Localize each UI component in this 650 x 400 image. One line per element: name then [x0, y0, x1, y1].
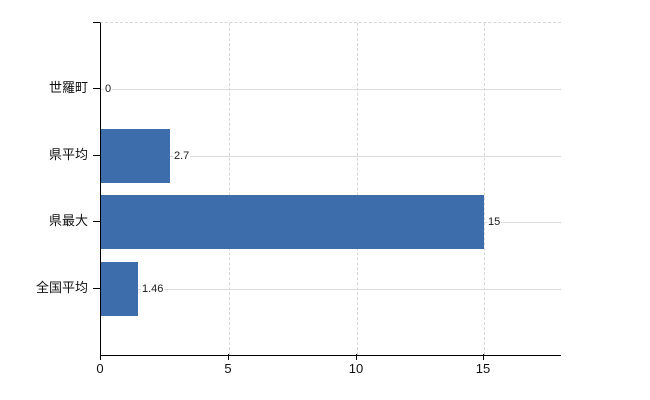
category-label: 世羅町 — [48, 80, 88, 95]
x-axis-tick — [100, 354, 101, 360]
x-axis-tick-label: 10 — [348, 361, 364, 376]
vertical-gridline — [484, 23, 485, 355]
vertical-gridline — [357, 23, 358, 355]
category-label: 全国平均 — [35, 280, 88, 295]
plot-area: 0 2.7 15 1.46 — [100, 22, 561, 356]
horizontal-gridline — [101, 289, 561, 290]
bar — [101, 262, 138, 316]
y-axis-tick — [93, 221, 100, 222]
x-axis-tick-label: 0 — [96, 361, 104, 376]
vertical-gridline — [229, 23, 230, 355]
x-axis-tick-label: 15 — [475, 361, 491, 376]
y-axis-tick — [93, 288, 100, 289]
value-label: 0 — [104, 82, 113, 96]
y-axis-tick — [93, 88, 100, 89]
bar — [101, 195, 484, 249]
bar — [101, 129, 170, 183]
y-axis-tick — [93, 22, 100, 23]
value-label: 2.7 — [173, 149, 191, 163]
horizontal-gridline — [101, 89, 561, 90]
value-label: 1.46 — [141, 282, 165, 296]
horizontal-gridline — [101, 156, 561, 157]
category-label: 県最大 — [48, 213, 88, 228]
x-axis-tick — [228, 354, 229, 360]
y-axis-tick — [93, 155, 100, 156]
x-axis-tick — [483, 354, 484, 360]
category-label: 県平均 — [48, 147, 88, 162]
x-axis-tick-label: 5 — [224, 361, 232, 376]
value-label: 15 — [487, 215, 502, 229]
x-axis-tick — [356, 354, 357, 360]
